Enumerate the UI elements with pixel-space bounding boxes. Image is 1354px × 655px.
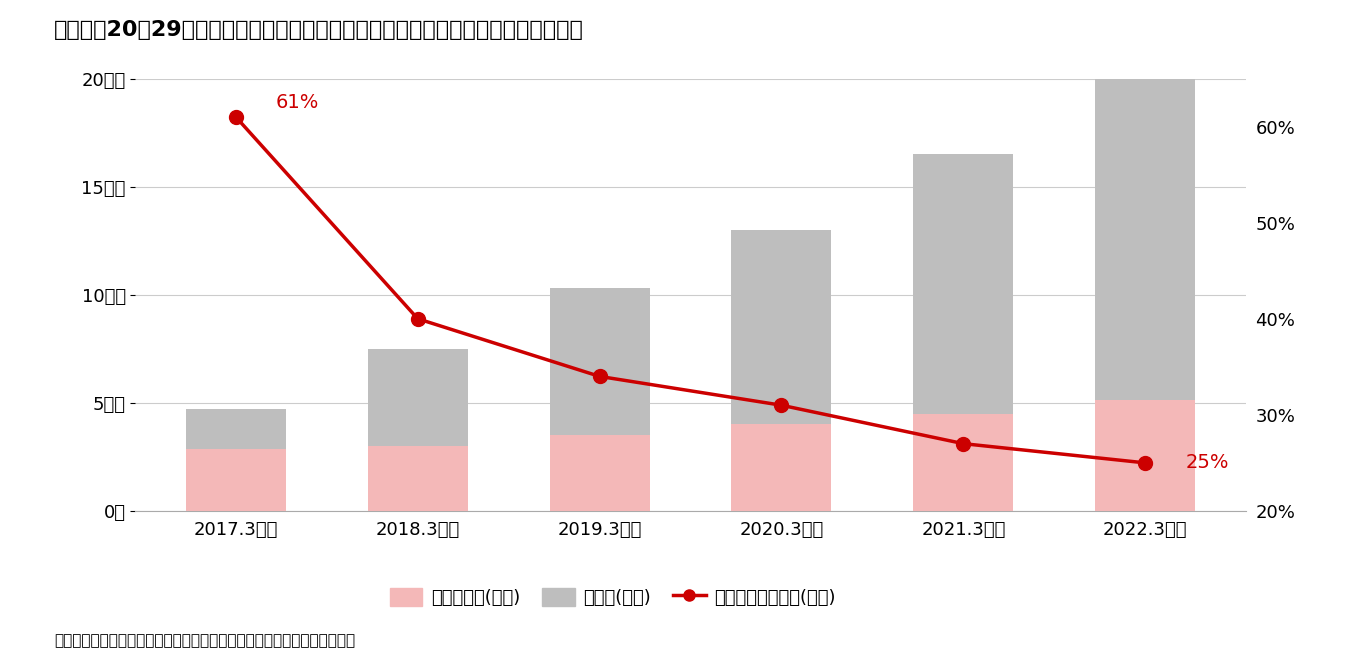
- Legend: 運用指図者(左軸), 加入者(左軸), 運用指図者の割合(右軸): 運用指図者(左軸), 加入者(左軸), 運用指図者の割合(右軸): [382, 580, 844, 614]
- Text: 図表２：20～29歳の個人型確定拠出年金加入者等に占める運用指図者の割合の推移: 図表２：20～29歳の個人型確定拠出年金加入者等に占める運用指図者の割合の推移: [54, 20, 584, 40]
- Bar: [550, 288, 650, 435]
- Bar: [185, 409, 286, 449]
- Text: 61%: 61%: [276, 93, 320, 112]
- Bar: [1095, 400, 1196, 511]
- Bar: [914, 155, 1013, 415]
- Bar: [368, 446, 467, 511]
- Bar: [550, 435, 650, 511]
- Text: （運営管理機関連絡協議会「確定拠出年金統計資料」より筆者にて作成）: （運営管理機関連絡協議会「確定拠出年金統計資料」より筆者にて作成）: [54, 633, 355, 648]
- Bar: [914, 415, 1013, 511]
- Bar: [731, 230, 831, 424]
- Text: 25%: 25%: [1185, 453, 1228, 472]
- Bar: [368, 348, 467, 446]
- Bar: [185, 449, 286, 511]
- Bar: [731, 424, 831, 511]
- Bar: [1095, 68, 1196, 400]
